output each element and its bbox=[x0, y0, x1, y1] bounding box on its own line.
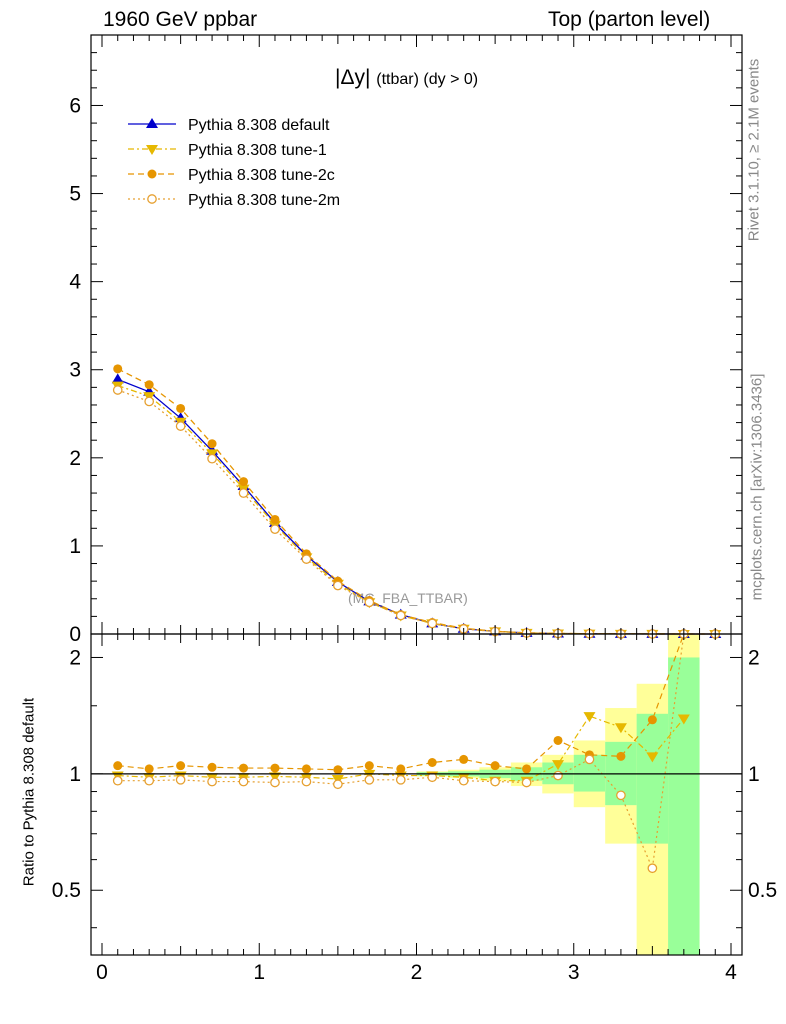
main-point-tune2c bbox=[176, 403, 186, 413]
main-y-tick-label: 2 bbox=[69, 447, 81, 470]
ratio-point-tune2m bbox=[333, 779, 343, 790]
ratio-point-tune1 bbox=[583, 712, 596, 723]
ratio-y-tick-label-right: 1 bbox=[748, 763, 760, 786]
main-point-tune2m bbox=[395, 610, 406, 621]
ratio-point-tune2c bbox=[522, 764, 532, 774]
ratio-point-tune2c bbox=[490, 761, 500, 771]
header-left-title: 1960 GeV ppbar bbox=[103, 8, 258, 31]
ratio-point-tune2m bbox=[616, 790, 626, 801]
main-point-tune2c bbox=[113, 364, 123, 374]
main-y-tick-label: 6 bbox=[69, 94, 81, 117]
main-point-tune2m bbox=[270, 524, 280, 535]
main-series-line-tune1 bbox=[117, 384, 716, 635]
ratio-x-tick-label: 3 bbox=[568, 961, 580, 984]
main-point-tune2m bbox=[333, 580, 343, 591]
ratio-point-tune2c bbox=[616, 751, 626, 761]
main-point-tune2c bbox=[144, 380, 154, 390]
plot-title-rest: (ttbar) (dy > 0) bbox=[376, 71, 479, 88]
ratio-point-tune1 bbox=[552, 760, 565, 771]
ratio-point-tune2m bbox=[364, 774, 375, 785]
main-point-tune2m bbox=[112, 385, 123, 395]
ratio-point-tune2m bbox=[207, 776, 217, 787]
analysis-watermark: (MC_FBA_TTBAR) bbox=[348, 590, 468, 606]
main-point-tune2m bbox=[238, 488, 249, 498]
ratio-x-tick-label: 0 bbox=[96, 961, 108, 984]
ratio-point-tune2m bbox=[112, 775, 123, 786]
ratio-point-tune2c bbox=[113, 761, 123, 771]
ratio-point-tune2m bbox=[427, 772, 438, 783]
main-series-line-tune2m bbox=[117, 389, 716, 635]
main-y-tick-label: 0 bbox=[69, 623, 81, 646]
ratio-point-tune1 bbox=[614, 723, 627, 734]
main-point-tune2m bbox=[364, 597, 375, 608]
ratio-y-tick-label-left: 2 bbox=[69, 646, 81, 669]
ratio-point-tune2m bbox=[175, 774, 186, 785]
header-right-title: Top (parton level) bbox=[548, 8, 711, 31]
legend-label-tune2c: Pythia 8.308 tune-2c bbox=[188, 167, 335, 184]
ratio-y-tick-label-right: 2 bbox=[748, 646, 760, 669]
legend-marker-tune2m bbox=[147, 194, 157, 204]
legend-label-tune2m: Pythia 8.308 tune-2m bbox=[188, 192, 340, 209]
ratio-band-green bbox=[668, 657, 700, 955]
main-point-default bbox=[111, 373, 124, 384]
main-point-tune2c bbox=[207, 439, 217, 449]
ratio-y-tick-label-left: 0.5 bbox=[52, 879, 81, 902]
ratio-point-tune2c bbox=[459, 754, 469, 764]
ratio-point-tune2m bbox=[301, 776, 312, 787]
ratio-point-tune2c bbox=[207, 762, 217, 772]
ratio-point-tune1 bbox=[646, 752, 659, 763]
main-point-tune2m bbox=[175, 421, 186, 431]
ratio-point-tune1 bbox=[268, 772, 281, 783]
ratio-point-tune2c bbox=[176, 761, 186, 771]
ratio-point-tune2m bbox=[238, 776, 249, 787]
ratio-y-tick-label-left: 1 bbox=[69, 763, 81, 786]
ratio-x-tick-label: 2 bbox=[411, 961, 423, 984]
main-y-tick-label: 4 bbox=[69, 271, 81, 294]
main-point-tune2c bbox=[270, 514, 280, 524]
ratio-band-green bbox=[636, 713, 669, 844]
ratio-point-tune2m bbox=[458, 775, 469, 786]
main-y-tick-label: 1 bbox=[69, 535, 81, 558]
main-point-tune2m bbox=[301, 554, 312, 564]
ratio-point-tune2m bbox=[395, 774, 406, 785]
legend-marker-tune2c bbox=[147, 169, 157, 179]
ratio-point-tune2m bbox=[270, 777, 280, 788]
ratio-point-tune2m bbox=[647, 863, 658, 874]
ratio-point-tune2m bbox=[553, 770, 563, 781]
ratio-point-tune2c bbox=[427, 757, 437, 767]
legend-label-default: Pythia 8.308 default bbox=[188, 117, 330, 134]
ratio-x-tick-label: 4 bbox=[725, 961, 737, 984]
legend-marker-tune1 bbox=[146, 145, 158, 155]
ratio-point-tune1 bbox=[677, 714, 690, 725]
ratio-point-tune2m bbox=[584, 754, 595, 765]
ratio-point-tune2c bbox=[270, 763, 280, 773]
ratio-point-tune2m bbox=[521, 777, 532, 788]
legend-marker-default bbox=[146, 118, 158, 128]
ratio-point-tune2c bbox=[144, 764, 154, 774]
main-series-line-tune2c bbox=[117, 368, 716, 635]
plot-title-symbol: |Δy| bbox=[335, 66, 371, 89]
ratio-point-tune2m bbox=[490, 776, 500, 787]
ratio-point-tune2c bbox=[364, 761, 374, 771]
main-point-tune2m bbox=[427, 618, 438, 629]
ratio-point-tune2c bbox=[239, 763, 249, 773]
main-point-tune2c bbox=[239, 477, 249, 487]
ratio-point-tune2c bbox=[647, 715, 657, 725]
legend-label-tune1: Pythia 8.308 tune-1 bbox=[188, 142, 327, 159]
ratio-y-tick-label-right: 0.5 bbox=[748, 879, 777, 902]
ratio-point-tune2m bbox=[144, 775, 155, 786]
main-point-tune2m bbox=[144, 396, 155, 407]
main-point-tune2m bbox=[207, 453, 217, 464]
ratio-point-tune1 bbox=[363, 769, 376, 780]
plot-title: |Δy| (ttbar) (dy > 0) bbox=[335, 66, 478, 90]
ratio-point-tune2c bbox=[553, 735, 563, 745]
ratio-x-tick-label: 1 bbox=[253, 961, 265, 984]
ratio-point-tune2c bbox=[301, 764, 311, 774]
ratio-point-tune2c bbox=[333, 765, 343, 775]
main-y-tick-label: 5 bbox=[69, 183, 81, 206]
ratio-point-tune2c bbox=[396, 764, 406, 774]
main-y-tick-label: 3 bbox=[69, 359, 81, 382]
main-series-line-default bbox=[117, 378, 716, 635]
